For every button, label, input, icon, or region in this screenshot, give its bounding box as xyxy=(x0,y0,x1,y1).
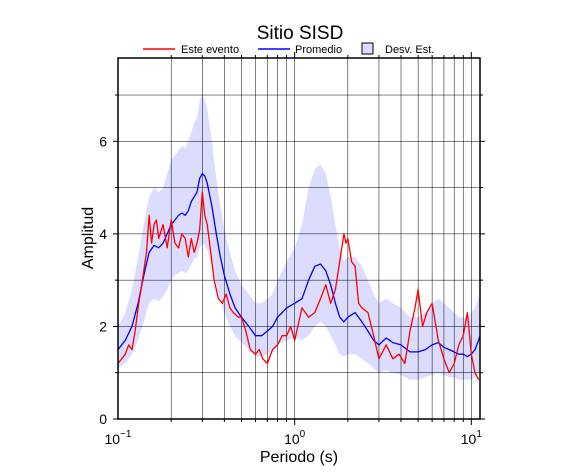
std-dev-band xyxy=(118,95,480,380)
legend-label-desv-est: Desv. Est. xyxy=(385,44,434,56)
chart-title: Sitio SISD xyxy=(257,23,344,44)
legend-swatch-desv-est xyxy=(361,42,374,55)
y-tick-label: 2 xyxy=(99,318,107,334)
x-tick-label: 10−1 xyxy=(105,429,132,447)
series-line-este-evento xyxy=(118,191,480,380)
x-axis-label: Periodo (s) xyxy=(260,449,338,466)
y-axis-label: Amplitud xyxy=(80,207,97,269)
series-line-promedio xyxy=(118,173,480,358)
plot-frame xyxy=(117,57,481,420)
x-tick-label: 101 xyxy=(461,429,483,447)
y-tick-label: 0 xyxy=(99,411,107,427)
legend-label-este-evento: Este evento xyxy=(181,44,239,56)
x-tick-label: 100 xyxy=(284,429,306,447)
y-tick-label: 6 xyxy=(99,133,107,149)
legend: Este evento Promedio Desv. Est. xyxy=(143,42,434,56)
legend-label-promedio: Promedio xyxy=(295,44,342,56)
y-tick-label: 4 xyxy=(99,226,107,242)
